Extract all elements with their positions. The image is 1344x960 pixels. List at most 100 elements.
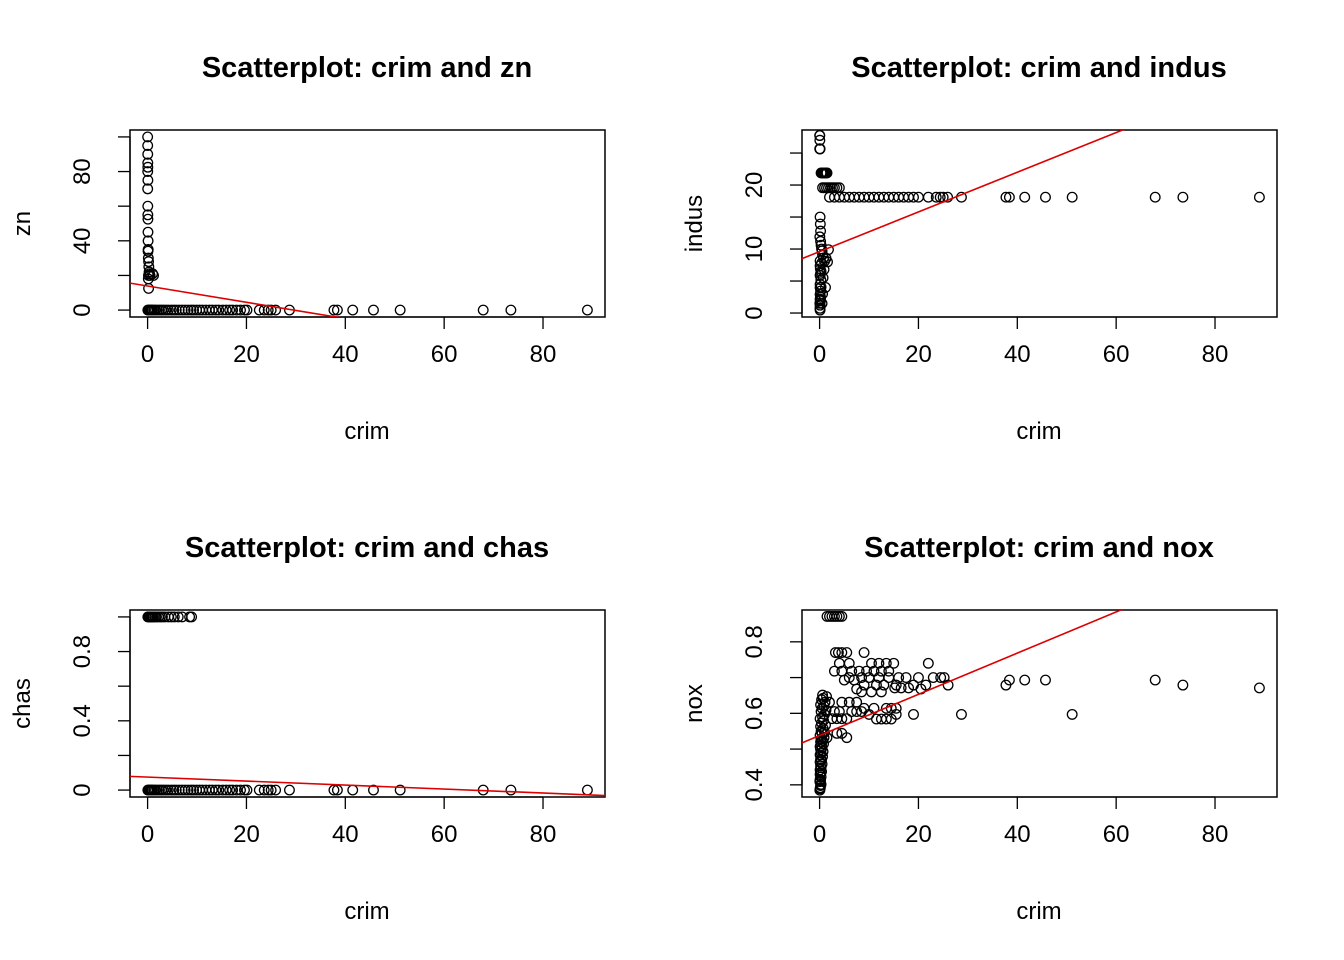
data-point xyxy=(394,304,406,316)
data-point xyxy=(816,257,828,269)
data-point xyxy=(162,304,174,316)
x-axis-label: crim xyxy=(344,418,389,445)
data-point xyxy=(817,689,829,701)
data-point xyxy=(235,304,246,316)
data-point xyxy=(258,784,270,796)
data-point xyxy=(241,304,253,316)
data-point xyxy=(142,183,154,195)
x-axis: 0 20 40 60 80 xyxy=(813,316,1229,368)
data-point xyxy=(347,304,359,316)
data-point xyxy=(220,304,232,316)
data-point xyxy=(836,713,848,725)
data-point xyxy=(270,304,282,316)
data-point xyxy=(165,611,177,623)
data-point xyxy=(186,611,198,623)
data-point xyxy=(1149,674,1161,686)
data-point xyxy=(903,682,915,694)
data-point xyxy=(927,672,939,684)
data-point xyxy=(956,708,967,720)
data-point xyxy=(821,167,833,179)
data-point xyxy=(1149,191,1161,203)
x-axis-label: crim xyxy=(1016,418,1061,445)
data-point xyxy=(814,130,826,141)
data-point xyxy=(172,611,184,623)
data-point xyxy=(1177,191,1189,203)
x-axis: 0 20 40 60 80 xyxy=(141,796,556,848)
data-point xyxy=(878,679,890,691)
data-point xyxy=(142,161,154,173)
data-point xyxy=(851,706,863,717)
data-point xyxy=(893,672,905,684)
data-point xyxy=(930,191,942,203)
y-tick-label: 0.4 xyxy=(741,768,768,801)
data-point xyxy=(1003,191,1015,203)
data-point xyxy=(142,213,154,225)
data-point xyxy=(875,665,887,677)
y-tick-label: 0 xyxy=(69,303,96,316)
data-point xyxy=(142,235,154,247)
x-axis-label: crim xyxy=(1016,898,1061,925)
data-point xyxy=(505,304,517,316)
data-point xyxy=(347,784,359,796)
data-point xyxy=(265,304,277,316)
x-tick-label: 80 xyxy=(1202,821,1229,848)
data-point xyxy=(253,304,265,316)
data-point xyxy=(814,231,826,243)
data-point xyxy=(368,784,379,796)
x-tick-label: 20 xyxy=(233,341,260,368)
data-point xyxy=(210,304,222,316)
data-point xyxy=(179,784,191,796)
data-point xyxy=(833,706,845,717)
data-point xyxy=(235,784,246,796)
x-tick-label: 40 xyxy=(332,341,359,368)
data-point xyxy=(182,784,194,796)
data-point xyxy=(843,657,855,669)
x-tick-label: 60 xyxy=(431,341,458,368)
data-point xyxy=(818,264,830,275)
data-point xyxy=(505,784,517,796)
chart-title: Scatterplot: crim and nox xyxy=(864,532,1214,564)
y-axis-label: indus xyxy=(681,195,708,252)
data-point xyxy=(922,191,934,203)
data-point xyxy=(1019,191,1031,203)
data-point xyxy=(814,270,826,281)
data-point xyxy=(913,672,924,684)
data-point xyxy=(1019,674,1031,686)
data-point xyxy=(814,134,826,146)
data-point xyxy=(231,304,243,316)
y-axis-label: chas xyxy=(9,678,36,729)
data-point xyxy=(883,665,895,677)
data-point xyxy=(828,706,840,717)
data-point xyxy=(828,665,840,677)
regression-line xyxy=(130,775,605,797)
data-point xyxy=(581,784,593,796)
regression-line xyxy=(130,282,341,317)
x-tick-label: 40 xyxy=(1004,821,1031,848)
data-point xyxy=(866,686,877,698)
x-tick-label: 80 xyxy=(1202,341,1229,368)
data-point xyxy=(368,304,379,316)
data-point xyxy=(890,708,902,720)
y-tick-label: 0.4 xyxy=(69,704,96,737)
data-point xyxy=(814,255,826,267)
x-axis: 0 20 40 60 80 xyxy=(141,316,556,368)
data-point xyxy=(934,191,946,203)
y-tick-label: 10 xyxy=(741,236,768,263)
x-tick-label: 0 xyxy=(813,341,826,368)
data-point xyxy=(814,741,826,753)
data-point xyxy=(331,304,343,316)
data-point xyxy=(814,143,826,155)
data-point xyxy=(206,304,218,316)
data-point xyxy=(856,706,868,717)
data-points xyxy=(814,610,1265,796)
data-point xyxy=(220,784,232,796)
y-tick-label: 0 xyxy=(69,783,96,796)
y-tick-label: 20 xyxy=(741,172,768,199)
y-tick-label: 0.6 xyxy=(741,697,768,730)
data-point xyxy=(142,140,154,152)
data-point xyxy=(843,672,855,684)
data-point xyxy=(942,679,954,691)
data-point xyxy=(328,304,340,316)
